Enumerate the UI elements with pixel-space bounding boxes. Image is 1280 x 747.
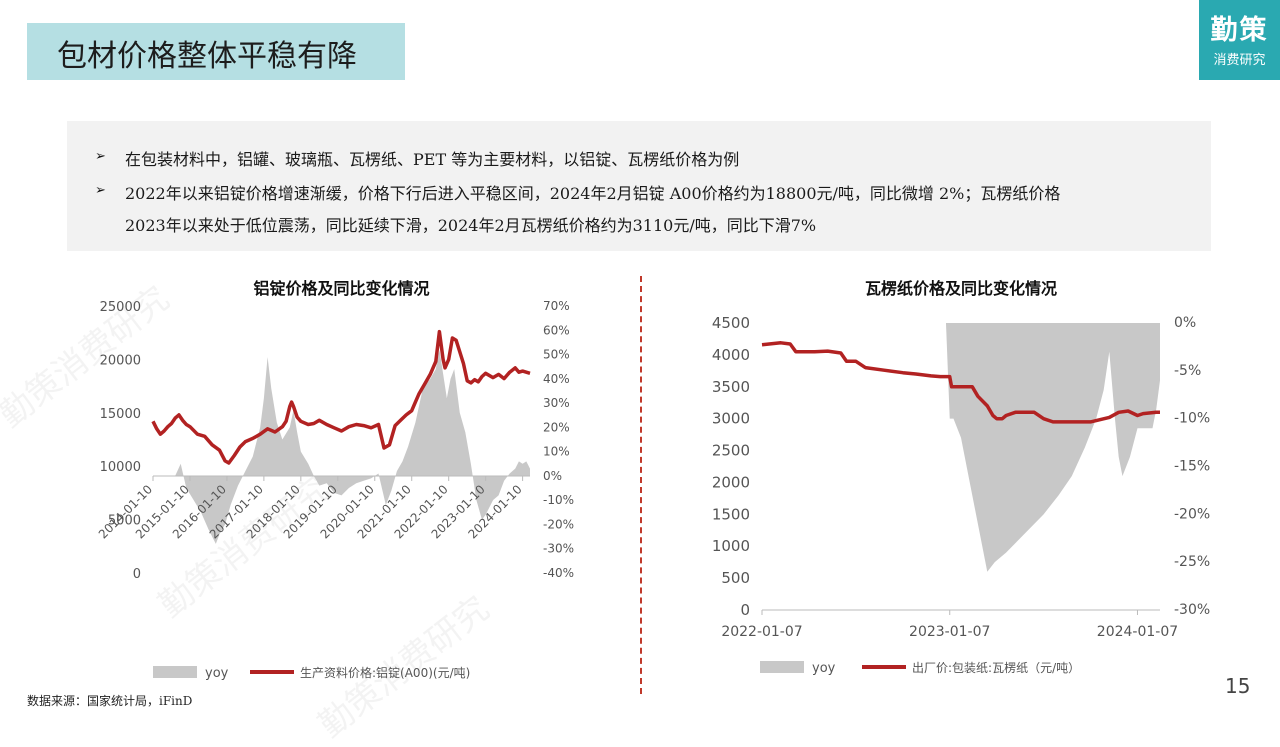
brand-logo-name: 勤策 [1210, 15, 1269, 46]
left-axis-tick-label: 1000 [712, 537, 750, 555]
x-axis-tick-label: 2022-01-07 [721, 624, 802, 640]
right-axis-tick-label: -20% [543, 517, 574, 531]
brand-logo-subtitle: 消费研究 [1213, 53, 1266, 68]
x-axis-tick-label: 2024-01-07 [1097, 624, 1178, 640]
left-axis-tick-label: 15000 [100, 407, 141, 422]
left-axis-tick-label: 10000 [100, 460, 141, 475]
bullet-arrow-icon: ➢ [95, 183, 106, 198]
left-axis-tick-label: 3500 [712, 378, 750, 396]
left-axis-tick-label: 0 [740, 601, 750, 619]
chart-divider [640, 276, 642, 694]
right-axis-tick-label: -10% [1174, 411, 1210, 427]
right-axis-tick-label: 10% [543, 445, 570, 459]
aluminum-price-chart: 铝锭价格及同比变化情况 0 5000 10000 15000 20000 25000 -40%… [96, 279, 574, 681]
data-source: 数据来源：国家统计局，iFinD [27, 694, 193, 708]
left-axis-tick-label: 0 [133, 567, 141, 582]
chart-title: 铝锭价格及同比变化情况 [253, 279, 429, 298]
right-axis-tick-label: -10% [543, 493, 574, 507]
left-axis-tick-label: 2500 [712, 442, 750, 460]
right-axis-tick-label: -25% [1174, 554, 1210, 570]
corrugated-paper-price-chart: 瓦楞纸价格及同比变化情况 0 500 1000 1500 2000 2500 3000 3500… [712, 279, 1210, 676]
left-axis-tick-label: 500 [721, 569, 750, 587]
yoy-area-series [153, 349, 530, 544]
left-axis-tick-label: 4500 [712, 314, 750, 332]
left-axis-tick-label: 25000 [100, 300, 141, 315]
left-axis-tick-label: 2000 [712, 473, 750, 491]
page-title: 包材价格整体平稳有降 [57, 39, 357, 74]
legend-swatch-yoy [153, 666, 197, 678]
page-number: 15 [1225, 674, 1251, 698]
bullet-arrow-icon: ➢ [95, 149, 106, 164]
right-axis-tick-label: 60% [543, 323, 570, 337]
right-axis-tick-label: 40% [543, 372, 570, 386]
right-axis-tick-label: -15% [1174, 459, 1210, 475]
bullet-line: 2023年以来处于低位震荡，同比延续下滑，2024年2月瓦楞纸价格约为3110元… [125, 216, 817, 235]
left-axis-tick-label: 20000 [100, 353, 141, 368]
legend-label-yoy: yoy [205, 666, 229, 681]
right-axis-tick-label: 30% [543, 396, 570, 410]
title-box: 包材价格整体平稳有降 [27, 23, 405, 80]
brand-logo: 勤策 消费研究 [1199, 0, 1280, 80]
right-axis-tick-label: -40% [543, 566, 574, 580]
chart-title: 瓦楞纸价格及同比变化情况 [865, 279, 1057, 298]
x-axis-tick-label: 2023-01-07 [909, 624, 990, 640]
right-axis-tick-label: -5% [1174, 363, 1201, 379]
summary-box: ➢ 在包装材料中，铝罐、玻璃瓶、瓦楞纸、PET 等为主要材料，以铝锭、瓦楞纸价格… [67, 121, 1211, 251]
right-axis-tick-label: 50% [543, 348, 570, 362]
right-axis-tick-label: 0% [543, 469, 562, 483]
legend-label-price: 生产资料价格:铝锭(A00)(元/吨) [300, 665, 470, 680]
right-axis-tick-label: 0% [1174, 315, 1196, 331]
right-axis-tick-label: 20% [543, 420, 570, 434]
legend-swatch-yoy [760, 661, 804, 673]
bullet-line: 在包装材料中，铝罐、玻璃瓶、瓦楞纸、PET 等为主要材料，以铝锭、瓦楞纸价格为例 [125, 150, 740, 169]
legend-label-yoy: yoy [812, 661, 836, 676]
price-line-series [151, 329, 531, 465]
left-axis-tick-label: 5000 [108, 514, 141, 529]
right-axis-tick-label: -30% [543, 542, 574, 556]
price-line-series [761, 341, 1160, 424]
right-axis-tick-label: 70% [543, 299, 570, 313]
right-axis-tick-label: -30% [1174, 602, 1210, 618]
left-axis-tick-label: 3000 [712, 410, 750, 428]
right-axis-tick-label: -20% [1174, 506, 1210, 522]
yoy-area-series [945, 323, 1160, 572]
bullet-line: 2022年以来铝锭价格增速渐缓，价格下行后进入平稳区间，2024年2月铝锭 A0… [125, 184, 1061, 203]
left-axis-tick-label: 4000 [712, 346, 750, 364]
left-axis-tick-label: 1500 [712, 505, 750, 523]
legend-label-price: 出厂价:包装纸:瓦楞纸（元/吨） [912, 660, 1080, 675]
